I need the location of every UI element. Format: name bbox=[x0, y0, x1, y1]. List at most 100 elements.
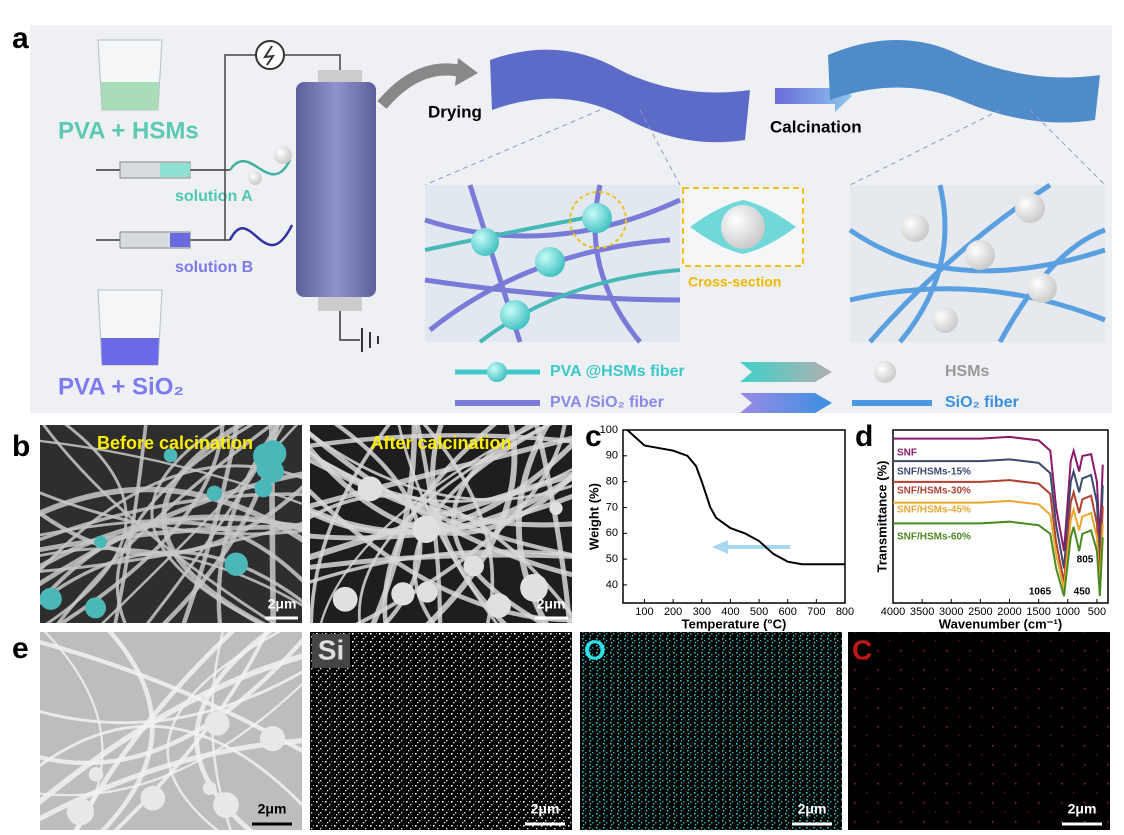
scale-label: 2μm bbox=[531, 801, 560, 817]
beaker bbox=[97, 39, 163, 111]
x-tick-label: 1000 bbox=[1056, 606, 1080, 618]
x-tick-label: 200 bbox=[664, 606, 682, 618]
sphere bbox=[412, 515, 440, 544]
fiber-mat bbox=[828, 40, 1100, 123]
x-axis-label: Wavenumber (cm⁻¹) bbox=[939, 616, 1062, 631]
x-tick-label: 600 bbox=[779, 606, 797, 618]
series-label: SNF/HSMs-30% bbox=[897, 486, 971, 497]
syringe-label: solution B bbox=[175, 259, 253, 276]
x-tick-label: 2500 bbox=[968, 606, 992, 618]
sphere bbox=[206, 485, 223, 502]
element-label: Si bbox=[318, 634, 344, 665]
legend-label: SiO₂ fiber bbox=[945, 394, 1019, 411]
fiber bbox=[310, 441, 572, 536]
x-axis-label: Temperature (°C) bbox=[682, 616, 787, 631]
sem-image bbox=[310, 425, 572, 623]
eds-map bbox=[580, 632, 842, 830]
sphere bbox=[88, 767, 104, 782]
fiber bbox=[45, 425, 128, 623]
fibers bbox=[40, 632, 302, 830]
fiber bbox=[40, 670, 302, 725]
fiber bbox=[40, 521, 302, 573]
eds-map bbox=[848, 632, 1110, 830]
image-title: Before calcination bbox=[97, 433, 253, 453]
eds-map bbox=[310, 632, 572, 830]
fiber bbox=[310, 432, 572, 501]
data-line bbox=[893, 458, 1104, 569]
fiber bbox=[40, 637, 302, 766]
sphere bbox=[416, 581, 438, 603]
sphere bbox=[391, 582, 415, 606]
electrospinning-setup bbox=[224, 40, 478, 352]
series-label: SNF bbox=[897, 448, 917, 459]
legend-label: PVA @HSMs fiber bbox=[550, 363, 685, 380]
fibers bbox=[310, 425, 572, 623]
x-tick-label: 800 bbox=[836, 606, 854, 618]
sphere bbox=[486, 593, 511, 618]
fiber bbox=[319, 425, 539, 623]
sphere bbox=[163, 448, 178, 463]
panel-label: e bbox=[12, 632, 29, 665]
x-tick-label: 400 bbox=[721, 606, 739, 618]
sphere bbox=[253, 442, 280, 470]
x-tick-label: 3000 bbox=[939, 606, 963, 618]
y-axis-label: Transmittance (%) bbox=[874, 461, 889, 573]
sphere bbox=[254, 479, 273, 498]
sphere bbox=[520, 573, 548, 602]
panel-label: b bbox=[12, 430, 30, 463]
panel-label: a bbox=[12, 22, 29, 55]
sphere bbox=[463, 555, 485, 577]
legend-symbol bbox=[455, 361, 932, 413]
data-line bbox=[626, 429, 845, 566]
fiber bbox=[310, 425, 391, 623]
data-line bbox=[893, 520, 1104, 597]
beaker-label: PVA + SiO₂ bbox=[58, 373, 184, 400]
sem-image bbox=[40, 425, 302, 623]
x-tick-label: 300 bbox=[693, 606, 711, 618]
sphere bbox=[202, 781, 217, 795]
y-tick-label: 100 bbox=[600, 424, 618, 436]
sphere bbox=[40, 587, 62, 610]
beaker-label: PVA + HSMs bbox=[58, 117, 199, 144]
annotation: 450 bbox=[1074, 587, 1091, 598]
fiber bbox=[100, 632, 155, 830]
plot-frame bbox=[622, 429, 846, 604]
sphere bbox=[259, 726, 286, 752]
fiber bbox=[40, 653, 302, 806]
panel-label: d bbox=[855, 420, 873, 453]
data-line bbox=[893, 499, 1104, 590]
sphere bbox=[357, 476, 383, 502]
series-label: SNF/HSMs-60% bbox=[897, 532, 971, 543]
arrow bbox=[712, 540, 728, 554]
y-tick-label: 70 bbox=[606, 501, 618, 513]
inset-label: Cross-section bbox=[688, 274, 781, 290]
element-label: C bbox=[852, 634, 872, 665]
x-tick-label: 100 bbox=[635, 606, 653, 618]
image-title: After calcination bbox=[370, 433, 511, 453]
y-axis-label: Weight (%) bbox=[586, 483, 601, 550]
sphere bbox=[85, 597, 107, 619]
beaker bbox=[97, 289, 163, 366]
syringe bbox=[96, 146, 292, 185]
x-tick-label: 700 bbox=[807, 606, 825, 618]
inset-before bbox=[424, 184, 682, 344]
fiber bbox=[310, 435, 572, 509]
scale-label: 2μm bbox=[798, 801, 827, 817]
legend-label: HSMs bbox=[945, 363, 990, 380]
annotation: 1065 bbox=[1029, 587, 1052, 598]
series-label: SNF/HSMs-45% bbox=[897, 505, 971, 516]
sphere bbox=[549, 501, 563, 515]
cross-section bbox=[682, 187, 804, 267]
scale-label: 2μm bbox=[537, 596, 566, 612]
x-tick-label: 500 bbox=[750, 606, 768, 618]
fiber bbox=[310, 444, 572, 536]
sphere bbox=[332, 586, 358, 612]
fiber bbox=[113, 632, 269, 830]
sphere bbox=[213, 792, 239, 818]
x-tick-label: 2000 bbox=[997, 606, 1021, 618]
fiber bbox=[310, 430, 572, 578]
zoom-lines bbox=[424, 109, 1106, 186]
legend-label: PVA /SiO₂ fiber bbox=[550, 394, 664, 411]
fiber bbox=[425, 425, 518, 623]
